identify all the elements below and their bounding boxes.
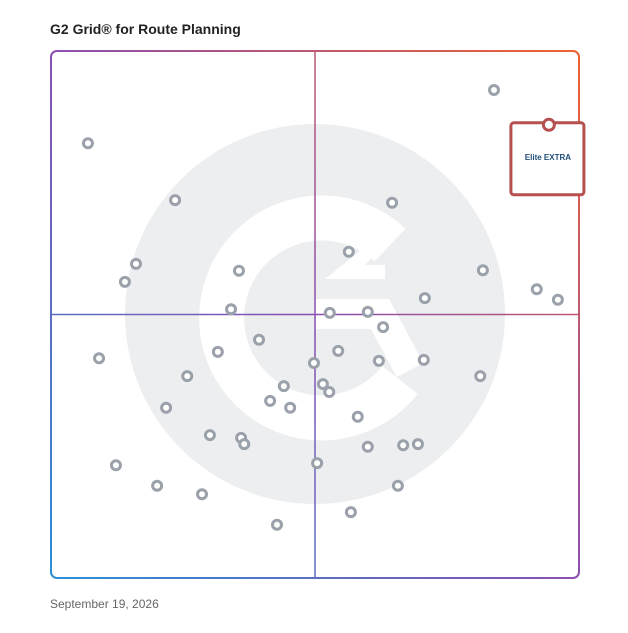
product-dot — [81, 137, 94, 150]
product-dot — [160, 401, 173, 414]
product-logo: Elite EXTRA — [525, 153, 571, 162]
product-dot — [351, 410, 364, 423]
product-dot — [411, 438, 424, 451]
product-dot — [93, 352, 106, 365]
date: September 19, 2026 — [50, 597, 159, 611]
product-dot — [332, 344, 345, 357]
product-dot — [196, 488, 209, 501]
product-dot — [311, 457, 324, 470]
product-dot — [151, 479, 164, 492]
product-dot — [372, 354, 385, 367]
product-dot — [225, 303, 238, 316]
product-dot — [203, 429, 216, 442]
product-dot — [316, 378, 329, 391]
product-dot — [361, 305, 374, 318]
product-dot — [342, 245, 355, 258]
product-dot — [211, 345, 224, 358]
product-dot — [181, 370, 194, 383]
product-dot — [130, 257, 143, 270]
product-dot — [323, 385, 336, 398]
product-dot — [118, 275, 131, 288]
product-dot — [344, 506, 357, 519]
product-dot — [232, 264, 245, 277]
product-dot — [109, 459, 122, 472]
product-dot — [391, 479, 404, 492]
product-dot — [277, 380, 290, 393]
product-dot — [487, 83, 500, 96]
product-dot — [377, 321, 390, 334]
product-dot — [270, 518, 283, 531]
product-dot — [417, 353, 430, 366]
product-dot — [307, 356, 320, 369]
product-dot — [418, 292, 431, 305]
product-dot — [253, 333, 266, 346]
product-dot — [238, 438, 251, 451]
product-dot — [474, 370, 487, 383]
product-dot — [361, 440, 374, 453]
highlight-dot — [541, 117, 556, 132]
product-dot — [323, 306, 336, 319]
chart-title: G2 Grid® for Route Planning — [50, 21, 241, 37]
product-dot — [284, 401, 297, 414]
product-dot — [386, 196, 399, 209]
product-dot — [476, 264, 489, 277]
product-dot — [169, 194, 182, 207]
product-dot — [530, 283, 543, 296]
product-dot — [264, 394, 277, 407]
product-dot — [397, 439, 410, 452]
product-dot — [551, 293, 564, 306]
